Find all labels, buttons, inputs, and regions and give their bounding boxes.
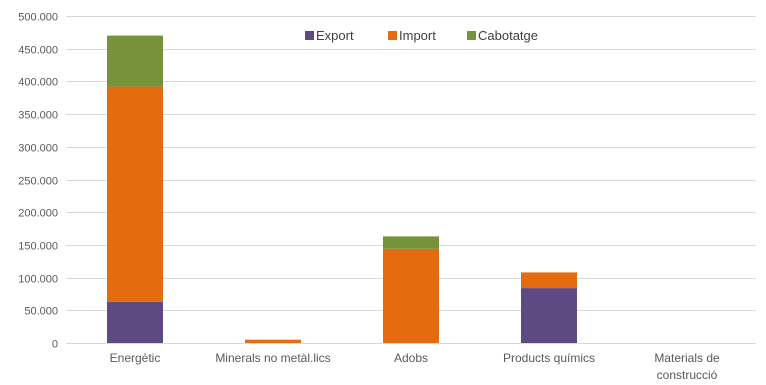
y-axis-tick-labels: 0 50.000 100.000 150.000 200.000 250.000 300.0… [18, 12, 58, 351]
legend: Export Import Cabotatge [305, 28, 538, 43]
bars [107, 35, 577, 343]
x-category-label-line: Energètic [110, 351, 161, 365]
y-tick-label: 450.000 [18, 45, 58, 57]
x-category-label-line: Adobs [394, 351, 428, 365]
bar-segment-import [107, 86, 163, 302]
bar-segment-export [521, 288, 577, 343]
x-category-label: Energètic [110, 351, 161, 365]
bar-segment-export [107, 301, 163, 343]
legend-swatch-cabotatge [467, 31, 476, 40]
y-tick-label: 150.000 [18, 241, 58, 253]
x-category-label: Materials de construcció [654, 351, 720, 382]
x-axis-category-labels: Energètic Minerals no metàl.lics Adobs Prod… [110, 351, 720, 382]
y-tick-label: 350.000 [18, 110, 58, 122]
y-tick-label: 400.000 [18, 77, 58, 89]
x-category-label-line: Materials de [654, 351, 720, 365]
legend-label: Export [316, 28, 354, 43]
bar-segment-cabotatge [383, 236, 439, 249]
y-tick-label: 50.000 [24, 306, 58, 318]
bar-segment-import [245, 339, 301, 343]
x-category-label: Adobs [394, 351, 428, 365]
gridlines [66, 16, 756, 344]
legend-label: Import [399, 28, 436, 43]
y-tick-label: 100.000 [18, 274, 58, 286]
x-category-label: Minerals no metàl.lics [215, 351, 330, 365]
x-category-label-line: Products químics [503, 351, 595, 365]
y-tick-label: 200.000 [18, 208, 58, 220]
x-category-label-line: construcció [657, 368, 718, 382]
legend-swatch-import [388, 31, 397, 40]
y-tick-label: 300.000 [18, 143, 58, 155]
legend-label: Cabotatge [478, 28, 538, 43]
x-category-label: Products químics [503, 351, 595, 365]
bar-segment-import [383, 248, 439, 343]
y-tick-label: 500.000 [18, 12, 58, 24]
y-tick-label: 0 [52, 339, 58, 351]
bar-segment-import [521, 272, 577, 289]
bar-segment-cabotatge [107, 35, 163, 87]
y-tick-label: 250.000 [18, 176, 58, 188]
legend-swatch-export [305, 31, 314, 40]
x-category-label-line: Minerals no metàl.lics [215, 351, 330, 365]
